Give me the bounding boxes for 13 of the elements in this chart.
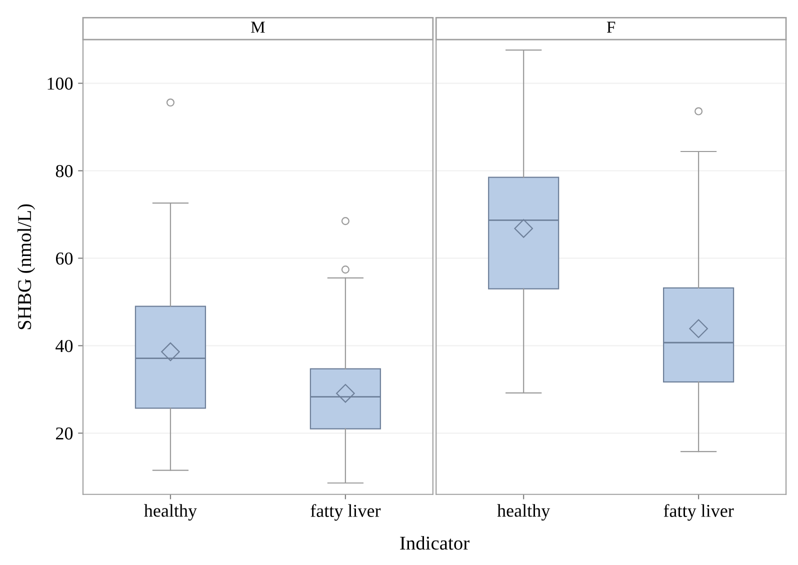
y-axis-title: SHBG (nmol/L) <box>17 204 36 330</box>
x-tick-label: fatty liver <box>310 504 381 521</box>
y-tick-label: 40 <box>56 340 73 352</box>
y-tick-label: 20 <box>56 427 73 440</box>
y-tick-label: 60 <box>56 252 73 265</box>
y-tick-label: 80 <box>56 165 73 178</box>
x-tick-label: healthy <box>497 504 550 521</box>
y-tick-label: 100 <box>48 78 73 90</box>
x-axis-title: Indicator <box>400 536 470 550</box>
chart-title: F <box>606 22 616 33</box>
x-tick-label: healthy <box>144 504 197 521</box>
x-tick-label: fatty liver <box>664 504 734 521</box>
chart-title: M <box>251 22 265 33</box>
